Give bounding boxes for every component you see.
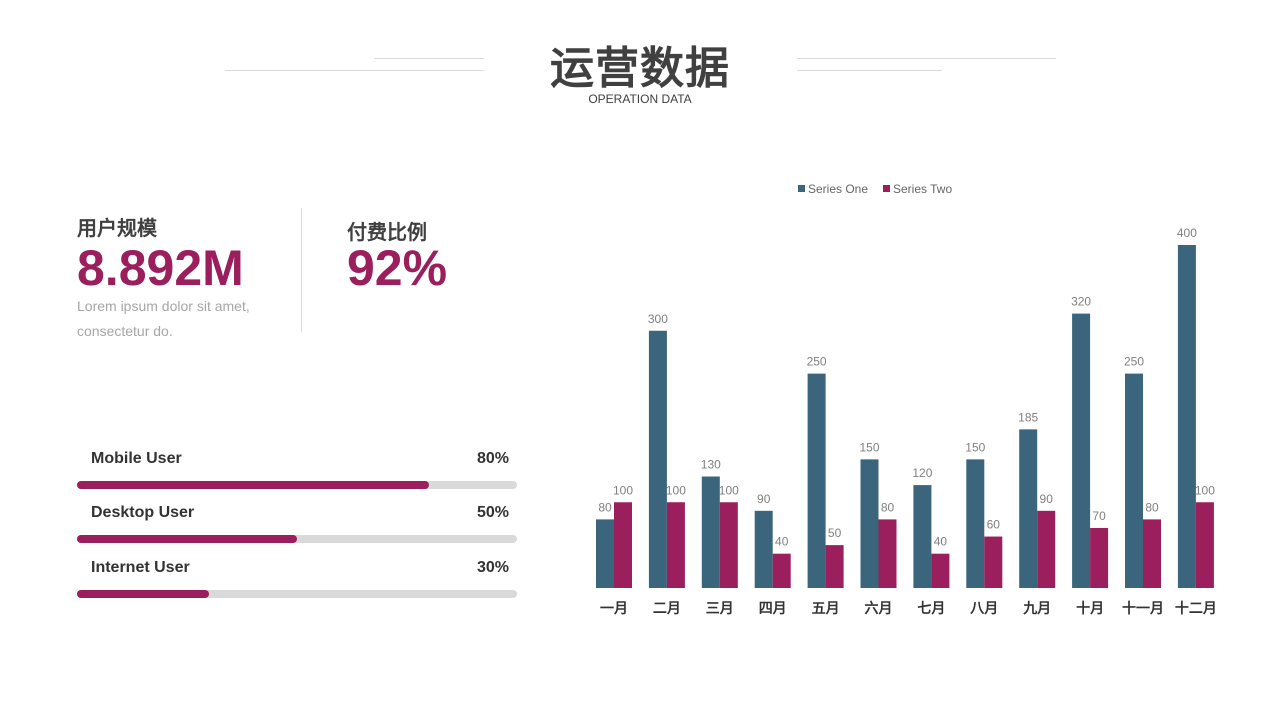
bar (913, 485, 932, 588)
header-line-left-top (374, 58, 484, 59)
category-label: 九月 (1022, 600, 1051, 616)
legend-label: Series One (808, 182, 868, 196)
bar (596, 519, 614, 588)
data-label: 130 (701, 458, 721, 472)
data-label: 185 (1018, 410, 1038, 424)
header-line-right-bottom (797, 70, 942, 71)
bar (666, 502, 685, 588)
header-line-right-top (797, 58, 1056, 59)
data-label: 100 (719, 483, 739, 497)
user-scale-value: 8.892M (77, 240, 244, 296)
progress-percent: 80% (476, 450, 509, 467)
progress-percent: 50% (476, 504, 509, 521)
progress-fill (77, 535, 297, 543)
data-label: 300 (648, 312, 668, 326)
progress-row-mobile: Mobile User 80% (77, 450, 517, 500)
progress-label: Desktop User (91, 504, 195, 521)
bar (1090, 527, 1109, 588)
data-label: 250 (807, 355, 827, 369)
description-line-1: Lorem ipsum dolor sit amet, (77, 298, 250, 314)
data-label: 90 (1040, 492, 1054, 506)
progress-track (77, 481, 517, 489)
bar (1143, 519, 1161, 588)
data-label: 150 (965, 440, 985, 454)
data-label: 40 (775, 535, 789, 549)
data-label: 60 (987, 518, 1001, 532)
bar (614, 502, 632, 588)
category-label: 一月 (600, 600, 628, 616)
category-label: 十一月 (1122, 600, 1164, 616)
bar (984, 536, 1003, 588)
legend-label: Series Two (893, 182, 952, 196)
category-label: 五月 (812, 600, 840, 616)
category-label: 三月 (706, 600, 734, 616)
legend-swatch (883, 185, 890, 192)
stats-divider (301, 208, 302, 332)
progress-fill (77, 590, 209, 598)
progress-fill (77, 481, 429, 489)
data-label: 80 (1145, 500, 1159, 514)
data-label: 70 (1092, 509, 1106, 523)
data-label: 100 (666, 483, 686, 497)
user-scale-label: 用户规模 (77, 216, 157, 240)
data-label: 150 (859, 440, 879, 454)
data-label: 250 (1124, 355, 1144, 369)
category-label: 七月 (917, 600, 945, 616)
category-label: 四月 (759, 600, 787, 616)
bar (648, 330, 667, 588)
bar (719, 502, 738, 588)
user-scale-description: Lorem ipsum dolor sit amet, consectetur … (77, 294, 277, 344)
paid-ratio-value: 92% (347, 240, 448, 296)
data-label: 50 (828, 526, 842, 540)
data-label: 320 (1071, 295, 1091, 309)
bar (1019, 429, 1038, 588)
bar (966, 459, 985, 588)
data-label: 100 (1195, 483, 1215, 497)
progress-label: Mobile User (91, 450, 182, 467)
legend-swatch (798, 185, 805, 192)
progress-percent: 30% (476, 559, 509, 576)
data-label: 80 (881, 500, 895, 514)
progress-row-desktop: Desktop User 50% (77, 504, 517, 554)
bar (1177, 245, 1196, 588)
page-title: 运营数据 (550, 43, 730, 94)
data-label: 100 (613, 483, 633, 497)
header-line-left-bottom (225, 70, 484, 71)
data-label: 40 (934, 535, 948, 549)
category-label: 十二月 (1175, 600, 1217, 616)
bar (1037, 510, 1056, 588)
progress-label: Internet User (91, 559, 190, 576)
bar (878, 519, 897, 588)
bar (1125, 373, 1143, 588)
description-line-2: consectetur do. (77, 323, 173, 339)
bar (772, 553, 791, 588)
category-label: 十月 (1076, 600, 1104, 616)
bar (825, 545, 844, 588)
progress-track (77, 590, 517, 598)
category-label: 八月 (969, 600, 998, 616)
bar (931, 553, 950, 588)
progress-track (77, 535, 517, 543)
page-subtitle: OPERATION DATA (588, 92, 692, 106)
progress-row-internet: Internet User 30% (77, 559, 517, 609)
category-label: 六月 (865, 600, 893, 616)
category-label: 二月 (653, 600, 681, 616)
bar (1072, 313, 1091, 588)
data-label: 80 (598, 500, 612, 514)
bar (754, 510, 773, 588)
bar (701, 476, 720, 588)
data-label: 90 (757, 492, 771, 506)
bar (807, 373, 826, 588)
bar (860, 459, 879, 588)
data-label: 120 (912, 466, 932, 480)
data-label: 400 (1177, 226, 1197, 240)
bar (1195, 502, 1214, 588)
paid-ratio-label: 付费比例 (347, 220, 427, 244)
